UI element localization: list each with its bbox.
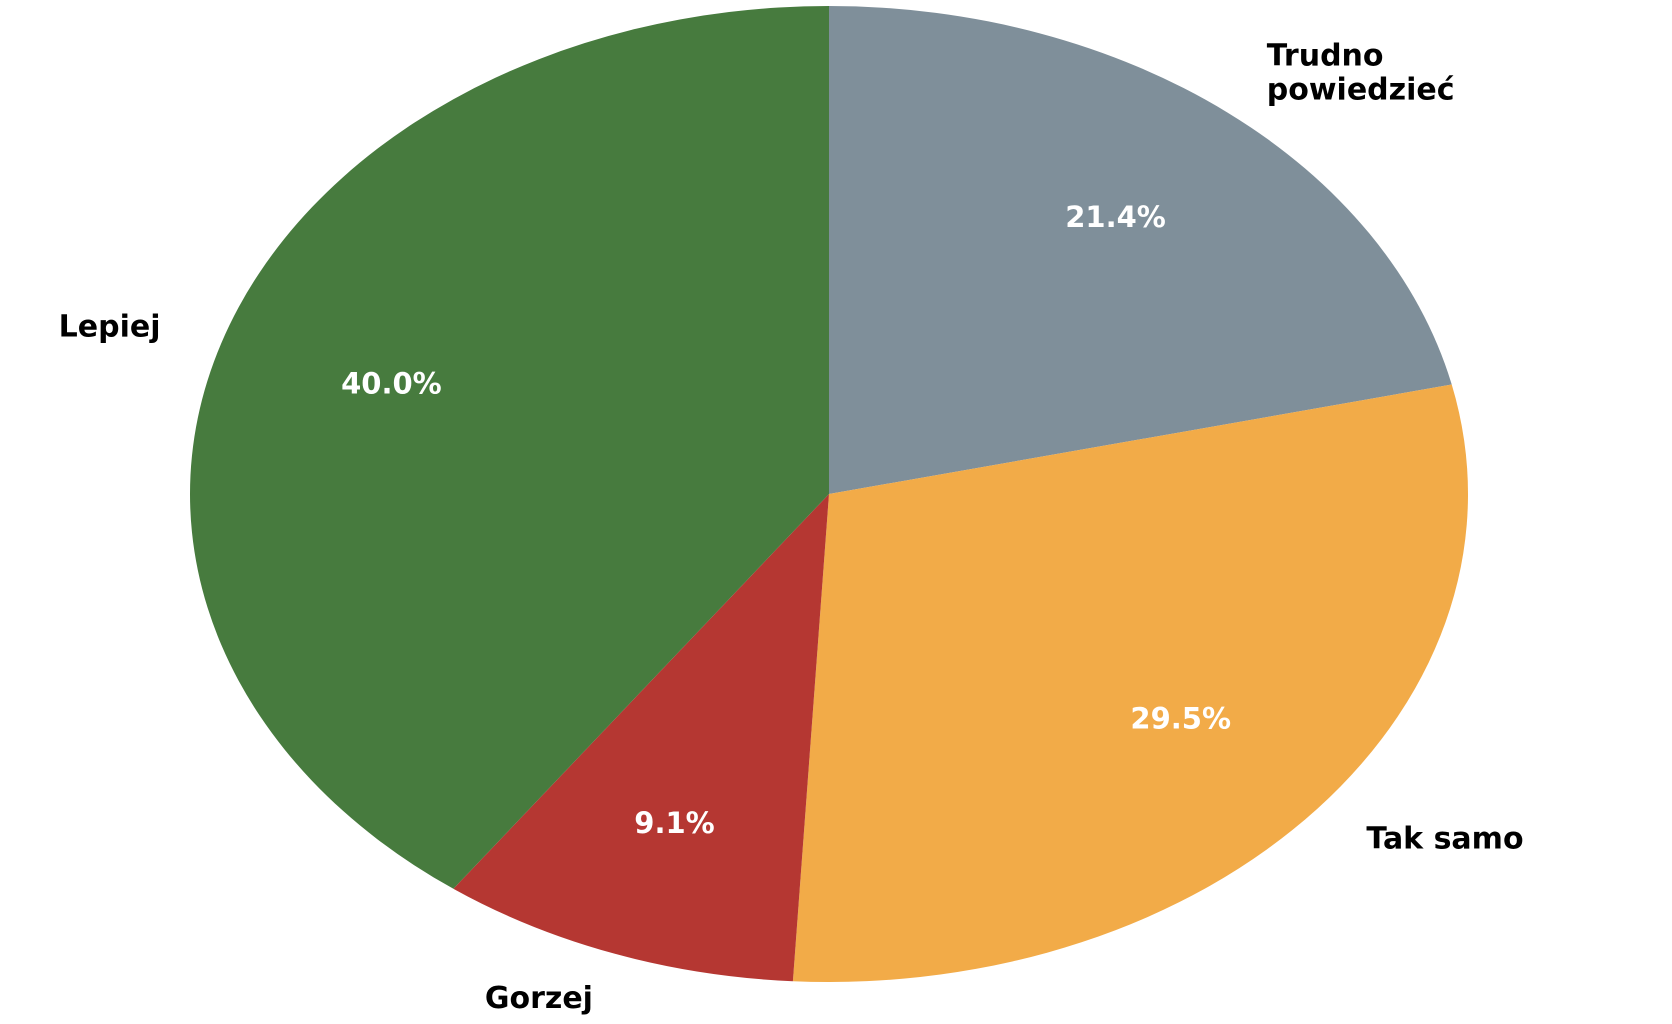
category-label-gorzej: Gorzej — [485, 981, 593, 1016]
pct-label-tak-samo: 29.5% — [1130, 702, 1231, 736]
category-label-line: powiedzieć — [1267, 73, 1455, 108]
pct-label-lepiej: 40.0% — [341, 366, 442, 400]
category-label-trudno-powiedziec: Trudno powiedzieć — [1267, 39, 1455, 108]
category-label-line: Tak samo — [1366, 822, 1523, 857]
pie-slice-gorzej — [453, 494, 829, 982]
category-label-tak-samo: Tak samo — [1366, 822, 1523, 857]
pct-label-gorzej: 9.1% — [634, 806, 714, 840]
pie-slice-lepiej — [190, 6, 829, 889]
category-label-line: Trudno — [1267, 39, 1384, 74]
pct-label-trudno-powiedziec: 21.4% — [1065, 200, 1166, 234]
pie-slice-trudno-powiedziec — [829, 6, 1452, 494]
category-label-lepiej: Lepiej — [59, 310, 161, 345]
category-label-line: Lepiej — [59, 310, 161, 345]
pie-slice-tak-samo — [792, 384, 1468, 982]
category-label-line: Gorzej — [485, 981, 593, 1016]
